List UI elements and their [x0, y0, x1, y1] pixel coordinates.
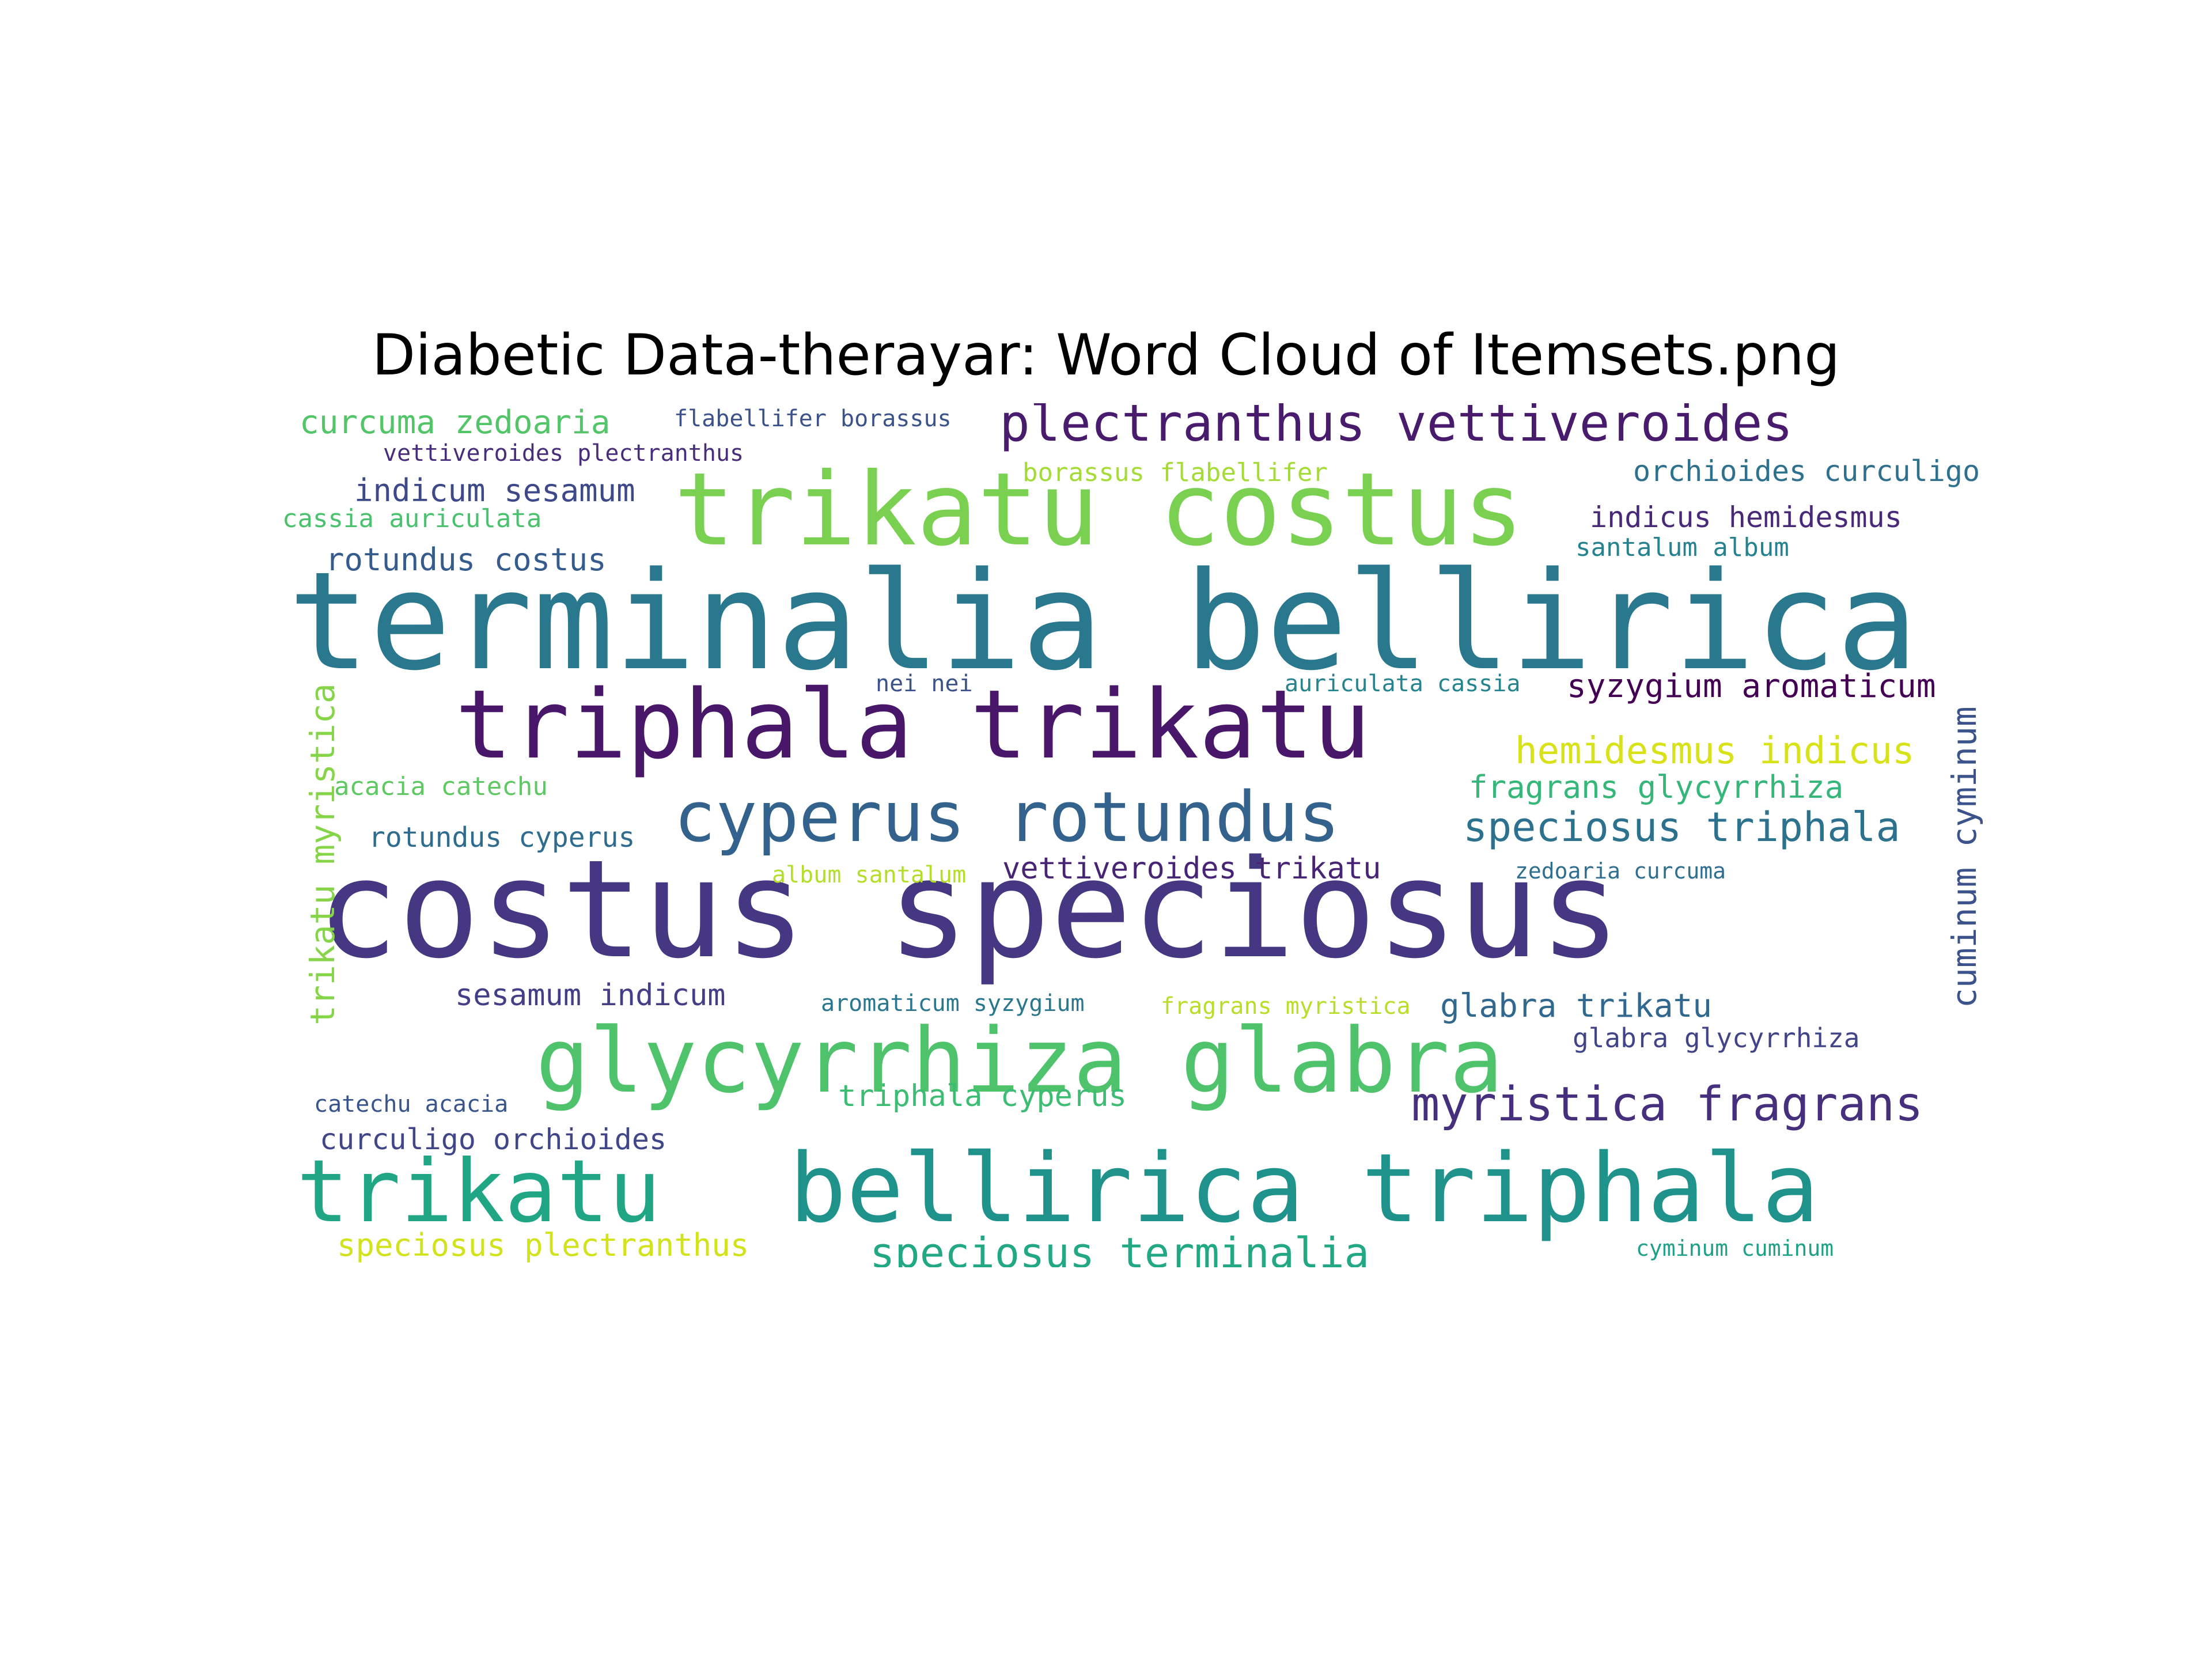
word-indicum-sesamum: indicum sesamum — [354, 472, 635, 509]
word-catechu-acacia: catechu acacia — [314, 1091, 508, 1118]
word-speciosus-triphala: speciosus triphala — [1463, 804, 1900, 851]
word-borassus-flabellifer: borassus flabellifer — [1022, 458, 1328, 487]
word-cyminum-cuminum: cyminum cuminum — [1636, 1236, 1834, 1261]
word-trikatu-costus: trikatu costus — [674, 452, 1524, 569]
word-triphala-trikatu: triphala trikatu — [455, 669, 1370, 780]
word-terminalia-bellirica: terminalia bellirica — [288, 543, 1918, 700]
word-indicus-hemidesmus: indicus hemidesmus — [1590, 501, 1902, 534]
word-trikatu-myristica: trikatu myristica — [303, 683, 342, 1025]
word-rotundus-cyperus: rotundus cyperus — [369, 821, 635, 854]
word-glycyrrhiza-glabra: glycyrrhiza glabra — [536, 1009, 1503, 1113]
word-curcuma-zedoaria: curcuma zedoaria — [300, 404, 610, 441]
word-fragrans-myristica: fragrans myristica — [1161, 993, 1410, 1020]
word-curculigo-orchioides: curculigo orchioides — [320, 1123, 666, 1156]
word-nei-nei: nei nei — [876, 671, 973, 697]
word-auriculata-cassia: auriculata cassia — [1285, 671, 1520, 697]
word-sesamum-indicum: sesamum indicum — [455, 978, 726, 1013]
word-plectranthus-vettiveroides: plectranthus vettiveroides — [999, 403, 1793, 453]
word-trikatu: trikatu — [297, 1142, 661, 1242]
word-speciosus-plectranthus: speciosus plectranthus — [337, 1227, 749, 1263]
word-acacia-catechu: acacia catechu — [334, 772, 548, 801]
word-vettiveroides-plectranthus: vettiveroides plectranthus — [383, 440, 744, 467]
word-zedoaria-curcuma: zedoaria curcuma — [1515, 858, 1726, 884]
word-album-santalum: album santalum — [772, 862, 966, 888]
word-vettiveroides-trikatu: vettiveroides trikatu — [1002, 851, 1381, 886]
word-flabellifer-borassus: flabellifer borassus — [674, 406, 952, 432]
word-glabra-trikatu: glabra trikatu — [1440, 987, 1712, 1025]
figure-title: Diabetic Data-therayar: Word Cloud of It… — [372, 323, 1840, 388]
word-cuminum-cyminum: cuminum cyminum — [1945, 706, 1984, 1008]
word-aromaticum-syzygium: aromaticum syzygium — [821, 990, 1085, 1017]
word-costus-speciosus: costus speciosus — [317, 831, 1621, 988]
word-glabra-glycyrrhiza: glabra glycyrrhiza — [1573, 1022, 1860, 1054]
word-syzygium-aromaticum: syzygium aromaticum — [1567, 668, 1936, 705]
word-cassia-auriculata: cassia auriculata — [282, 504, 541, 533]
word-triphala-cyperus: triphala cyperus — [838, 1079, 1127, 1113]
word-bellirica-triphala: bellirica triphala — [789, 1133, 1819, 1244]
word-cyperus-rotundus: cyperus rotundus — [674, 778, 1340, 858]
word-orchioides-curculigo: orchioides curculigo — [1633, 454, 1980, 488]
word-rotundus-costus: rotundus costus — [325, 541, 607, 578]
word-hemidesmus-indicus: hemidesmus indicus — [1515, 730, 1915, 772]
word-fragrans-glycyrrhiza: fragrans glycyrrhiza — [1469, 769, 1843, 805]
word-cloud-background — [282, 403, 1987, 1267]
word-speciosus-terminalia: speciosus terminalia — [870, 1229, 1369, 1267]
word-myristica-fragrans: myristica fragrans — [1411, 1077, 1923, 1132]
word-santalum-album: santalum album — [1575, 533, 1789, 562]
